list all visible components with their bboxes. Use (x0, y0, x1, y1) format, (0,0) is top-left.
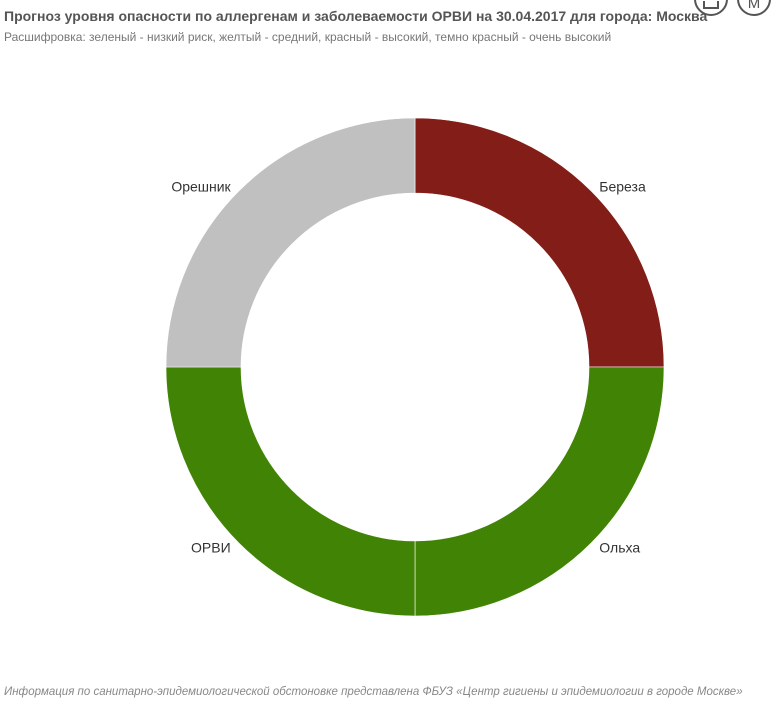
source-footnote: Информация по санитарно-эпидемиологическ… (4, 686, 743, 698)
slice-label-olha: Ольха (599, 539, 640, 555)
donut-slice-bereza[interactable] (414, 117, 665, 368)
slice-label-orvi: ОРВИ (191, 539, 231, 555)
chart-subtitle: Расшифровка: зеленый - низкий риск, желт… (4, 30, 612, 44)
chart-title: Прогноз уровня опасности по аллергенам и… (4, 8, 708, 24)
export-icon (703, 1, 719, 9)
slice-label-bereza: Береза (599, 179, 646, 195)
donut-slice-orvi[interactable] (165, 366, 416, 617)
menu-button-label: M (747, 0, 761, 12)
slice-label-oreshnik: Орешник (171, 179, 231, 195)
donut-slice-olha[interactable] (414, 366, 665, 617)
donut-slice-oreshnik[interactable] (165, 117, 416, 368)
